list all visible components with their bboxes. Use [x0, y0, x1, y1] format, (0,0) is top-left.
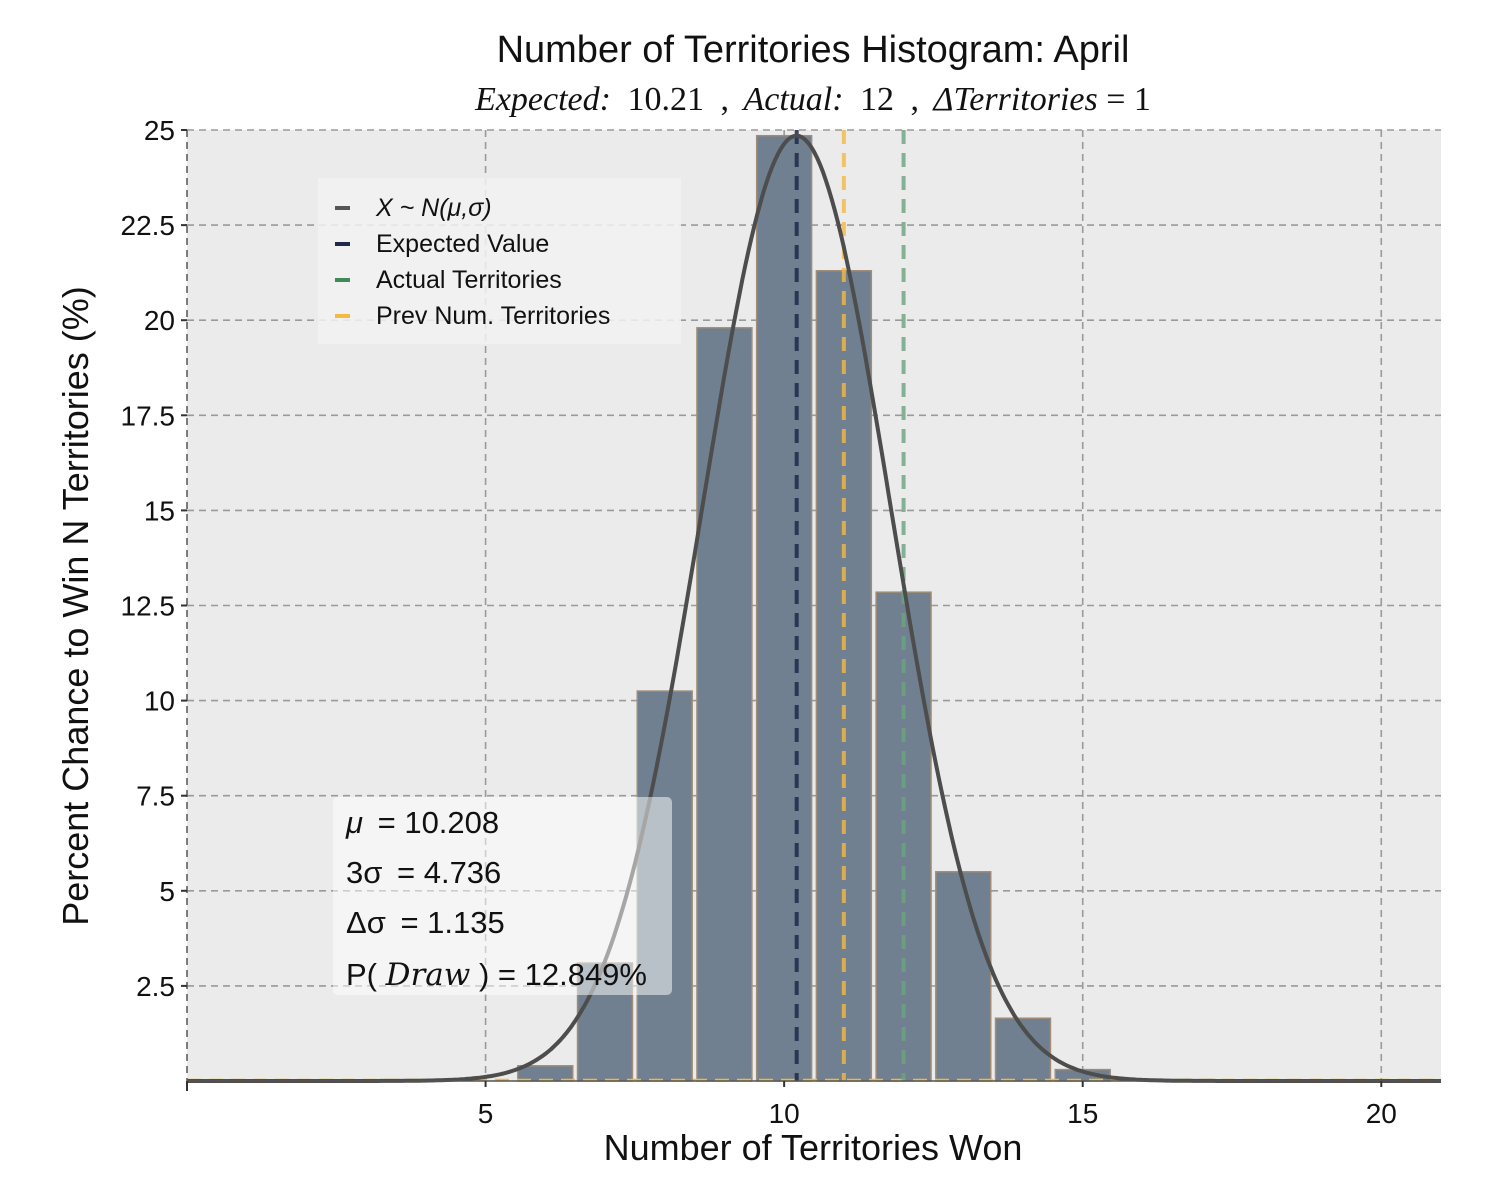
stat-p-draw-label: P(: [346, 957, 378, 992]
y-tick-label-8: 22.5: [121, 210, 176, 241]
x-tick-label-0: 5: [478, 1098, 494, 1129]
legend-label-normal: X ~ N(μ,σ): [375, 194, 492, 222]
x-tick-label-3: 20: [1366, 1098, 1397, 1129]
stat-p-draw-value: ) = 12.849%: [479, 957, 647, 992]
x-axis-label: Number of Territories Won: [604, 1127, 1023, 1168]
stat-delta-sigma-value: = 1.135: [400, 905, 504, 940]
axes: [181, 129, 1441, 1091]
legend-box: [318, 178, 681, 344]
stat-p-draw-var: Draw: [385, 957, 471, 993]
subtitle-actual-value: 12: [860, 81, 894, 118]
bar-9: [696, 327, 753, 1082]
y-tick-label-0: 2.5: [136, 971, 175, 1002]
stat-three-sigma-label: 3σ: [346, 855, 382, 890]
subtitle-expected-label: Expected:: [474, 81, 611, 118]
stats-box-background: [333, 797, 672, 995]
y-tick-label-1: 5: [159, 876, 175, 907]
stat-p-draw: P( Draw ) = 12.849%: [346, 957, 647, 993]
y-tick-label-2: 7.5: [136, 781, 175, 812]
subtitle-expected-value: 10.21: [627, 81, 704, 118]
subtitle-delta-value: = 1: [1106, 81, 1151, 118]
stat-delta-sigma-label: Δσ: [346, 905, 386, 940]
subtitle-separator-2: ,: [911, 81, 920, 118]
reference-lines: [794, 130, 906, 1081]
subtitle-delta-label: ΔTerritories: [932, 81, 1098, 118]
bar-10: [755, 134, 813, 1082]
y-tick-label-5: 15: [144, 495, 175, 526]
stats-box: μ = 10.208 3σ = 4.736 Δσ = 1.135 P( Draw…: [333, 797, 672, 995]
legend-label-expected: Expected Value: [376, 230, 549, 258]
x-tick-label-2: 15: [1067, 1098, 1098, 1129]
bar-6: [517, 1065, 574, 1082]
legend-label-actual: Actual Territories: [376, 266, 562, 294]
y-tick-label-7: 20: [144, 305, 175, 336]
y-axis-label: Percent Chance to Win N Territories (%): [55, 286, 96, 926]
subtitle-separator-1: ,: [720, 81, 729, 118]
y-tick-label-3: 10: [144, 686, 175, 717]
bar-13: [935, 871, 992, 1082]
y-tick-label-6: 17.5: [121, 400, 176, 431]
stat-mu-value: = 10.208: [378, 805, 500, 840]
x-tick-label-1: 10: [769, 1098, 800, 1129]
tick-labels: 5 10 15 20 2.5 5 7.5 10 12.5 15 17.5 20 22.5 25: [121, 115, 1397, 1129]
legend: X ~ N(μ,σ) Expected Value Actual Territo…: [318, 178, 681, 344]
chart-title: Number of Territories Histogram: April: [497, 29, 1130, 71]
y-tick-label-9: 25: [144, 115, 175, 146]
y-tick-label-4: 12.5: [121, 591, 176, 622]
chart-subtitle: Expected: 10.21 , Actual: 12 , ΔTerritor…: [474, 81, 1151, 118]
stat-delta-sigma: Δσ = 1.135: [346, 905, 505, 940]
bar-12: [875, 591, 932, 1082]
stat-three-sigma-value: = 4.736: [397, 855, 501, 890]
stat-three-sigma: 3σ = 4.736: [346, 855, 501, 890]
stat-mu: μ = 10.208: [345, 805, 499, 840]
subtitle-actual-label: Actual:: [741, 81, 843, 118]
stat-mu-label: μ: [345, 805, 363, 840]
legend-label-prev: Prev Num. Territories: [376, 302, 610, 330]
